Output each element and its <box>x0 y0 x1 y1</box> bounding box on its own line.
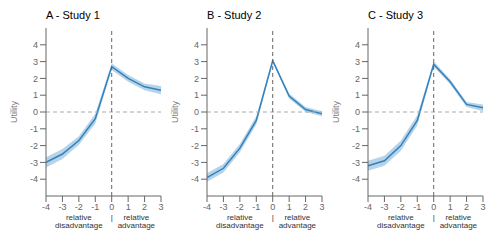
svg-text:relativedisadvantage: relativedisadvantage <box>377 213 425 230</box>
svg-text:1: 1 <box>33 90 38 100</box>
svg-text:1: 1 <box>355 90 360 100</box>
svg-text:-2: -2 <box>191 141 199 151</box>
svg-text:0: 0 <box>270 202 275 212</box>
svg-text:2: 2 <box>142 202 147 212</box>
svg-text:3: 3 <box>158 202 163 212</box>
svg-text:-1: -1 <box>352 124 360 134</box>
svg-text:1: 1 <box>287 202 292 212</box>
svg-text:0: 0 <box>431 202 436 212</box>
svg-text:-3: -3 <box>352 158 360 168</box>
svg-text:-1: -1 <box>91 202 99 212</box>
svg-text:-3: -3 <box>219 202 227 212</box>
svg-text:0: 0 <box>109 202 114 212</box>
svg-text:-1: -1 <box>413 202 421 212</box>
svg-text:-1: -1 <box>252 202 260 212</box>
svg-text:4: 4 <box>355 40 360 50</box>
html-text:B - Study 2: B - Study 2 <box>207 9 262 21</box>
svg-text:|: | <box>433 213 435 222</box>
svg-text:2: 2 <box>464 202 469 212</box>
svg-text:-3: -3 <box>30 158 38 168</box>
svg-text:0: 0 <box>33 107 38 117</box>
svg-text:1: 1 <box>194 90 199 100</box>
svg-text:-3: -3 <box>380 202 388 212</box>
svg-text:3: 3 <box>319 202 324 212</box>
svg-text:-4: -4 <box>191 174 199 184</box>
svg-text:Utility: Utility <box>9 101 19 123</box>
svg-text:relativeadvantage: relativeadvantage <box>440 213 478 230</box>
html-text:A - Study 1: A - Study 1 <box>46 9 100 21</box>
svg-text:-3: -3 <box>58 202 66 212</box>
svg-text:|: | <box>111 213 113 222</box>
svg-text:3: 3 <box>480 202 485 212</box>
svg-text:3: 3 <box>33 57 38 67</box>
html-text:C - Study 3: C - Study 3 <box>368 9 423 21</box>
svg-text:2: 2 <box>303 202 308 212</box>
svg-text:Utility: Utility <box>170 101 180 123</box>
svg-text:-2: -2 <box>236 202 244 212</box>
svg-text:Utility: Utility <box>331 101 341 123</box>
svg-text:relativedisadvantage: relativedisadvantage <box>216 213 264 230</box>
svg-text:-4: -4 <box>42 202 50 212</box>
svg-text:-3: -3 <box>191 158 199 168</box>
svg-text:2: 2 <box>194 74 199 84</box>
svg-text:1: 1 <box>448 202 453 212</box>
svg-text:-4: -4 <box>30 174 38 184</box>
svg-text:0: 0 <box>355 107 360 117</box>
svg-text:-2: -2 <box>397 202 405 212</box>
svg-text:-2: -2 <box>352 141 360 151</box>
svg-text:-1: -1 <box>191 124 199 134</box>
svg-text:relativedisadvantage: relativedisadvantage <box>55 213 103 230</box>
svg-text:relativeadvantage: relativeadvantage <box>118 213 156 230</box>
svg-text:4: 4 <box>33 40 38 50</box>
svg-text:2: 2 <box>33 74 38 84</box>
svg-text:1: 1 <box>126 202 131 212</box>
svg-text:4: 4 <box>194 40 199 50</box>
svg-text:-2: -2 <box>30 141 38 151</box>
svg-text:-2: -2 <box>75 202 83 212</box>
svg-text:|: | <box>272 213 274 222</box>
svg-text:-4: -4 <box>364 202 372 212</box>
svg-text:-1: -1 <box>30 124 38 134</box>
svg-text:-4: -4 <box>203 202 211 212</box>
svg-text:0: 0 <box>194 107 199 117</box>
svg-text:2: 2 <box>355 74 360 84</box>
svg-text:relativeadvantage: relativeadvantage <box>279 213 317 230</box>
svg-text:3: 3 <box>355 57 360 67</box>
svg-text:3: 3 <box>194 57 199 67</box>
svg-text:-4: -4 <box>352 174 360 184</box>
